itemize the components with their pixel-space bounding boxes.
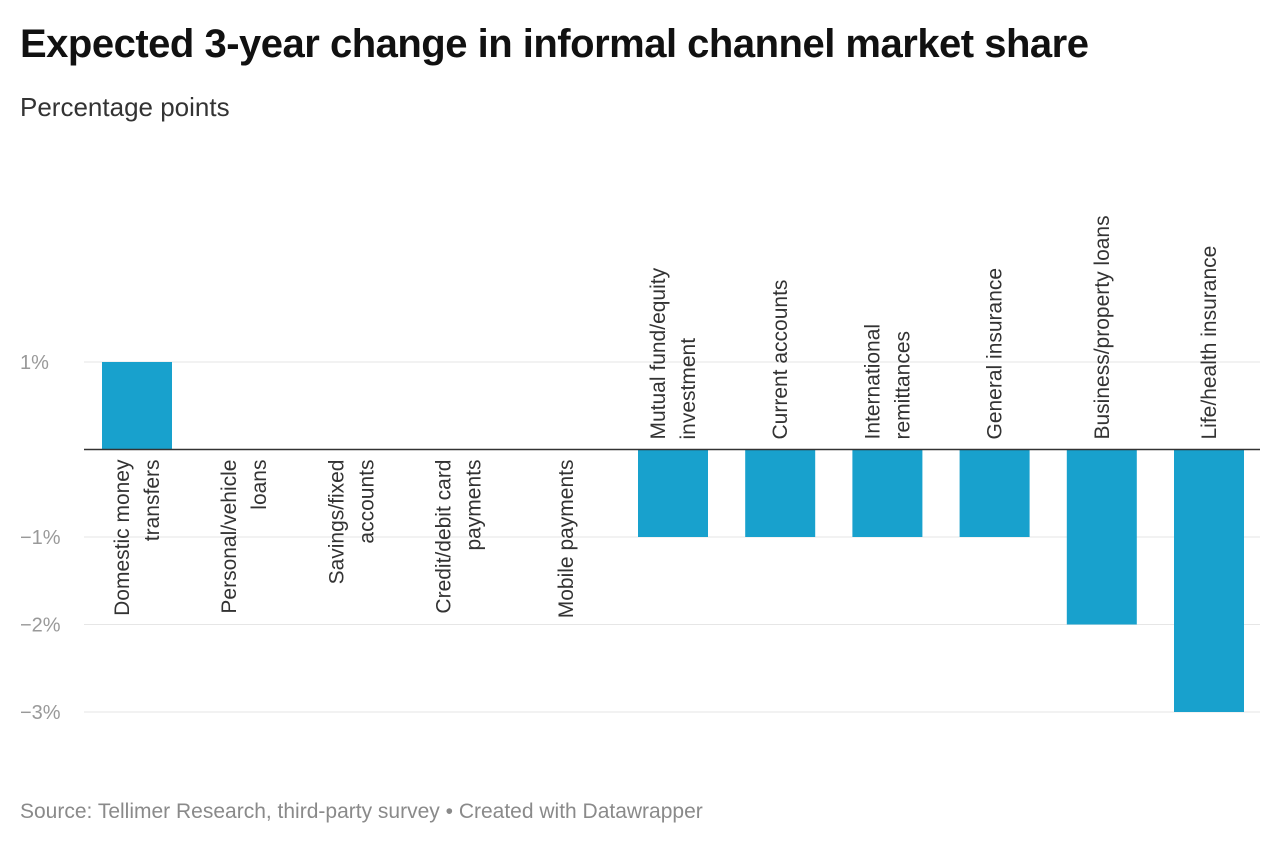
category-label-line: loans xyxy=(248,460,271,510)
category-label-line: Mutual fund/equity xyxy=(647,267,670,439)
category-label: Business/property loans xyxy=(1091,215,1114,439)
y-tick-label: −1% xyxy=(20,527,61,549)
bar xyxy=(745,449,816,537)
source-note: Source: Tellimer Research, third-party s… xyxy=(20,800,440,823)
bar xyxy=(1174,449,1244,712)
category-label: International remittances xyxy=(861,324,914,440)
category-label-line: Current accounts xyxy=(769,280,792,440)
chart-subtitle: Percentage points xyxy=(20,92,230,122)
category-label-line: investment xyxy=(677,338,700,440)
category-label-line: General insurance xyxy=(984,268,1007,440)
category-label-line: Domestic money xyxy=(111,459,134,616)
y-tick-label: −3% xyxy=(20,702,61,724)
category-label: General insurance xyxy=(984,268,1007,440)
category-label: Domestic money transfers xyxy=(111,459,164,616)
category-label-line: Mobile payments xyxy=(555,460,578,619)
y-tick-label: −2% xyxy=(20,615,61,637)
category-label-line: Business/property loans xyxy=(1091,215,1114,439)
category-label: Mobile payments xyxy=(555,460,578,619)
category-label-line: payments xyxy=(463,459,486,550)
category-label: Life/health insurance xyxy=(1198,246,1221,440)
y-tick-label: 1% xyxy=(20,352,49,374)
category-label: Savings/fixed accounts xyxy=(325,460,378,585)
category-label: Credit/debit card payments xyxy=(433,459,486,613)
category-label-line: Personal/vehicle xyxy=(218,460,241,614)
category-label-line: accounts xyxy=(355,460,378,544)
category-label-line: Life/health insurance xyxy=(1198,246,1221,440)
footer-separator: • xyxy=(445,800,453,823)
category-label: Current accounts xyxy=(769,280,792,440)
bar xyxy=(638,449,708,537)
category-label-line: transfers xyxy=(141,460,164,542)
category-label-line: Credit/debit card xyxy=(433,459,456,613)
chart-footer: Source: Tellimer Research, third-party s… xyxy=(20,800,703,824)
category-label-line: remittances xyxy=(891,331,914,440)
category-label-line: Savings/fixed xyxy=(325,460,348,585)
category-label: Mutual fund/equity investment xyxy=(647,267,700,439)
category-label: Personal/vehicle loans xyxy=(218,460,271,614)
datawrapper-credit[interactable]: Created with Datawrapper xyxy=(458,800,703,823)
bar xyxy=(959,449,1030,537)
bar xyxy=(102,362,172,450)
chart-title: Expected 3-year change in informal chann… xyxy=(20,22,1089,66)
category-label-line: International xyxy=(861,324,884,440)
bar xyxy=(1066,449,1137,625)
bar xyxy=(852,449,923,537)
